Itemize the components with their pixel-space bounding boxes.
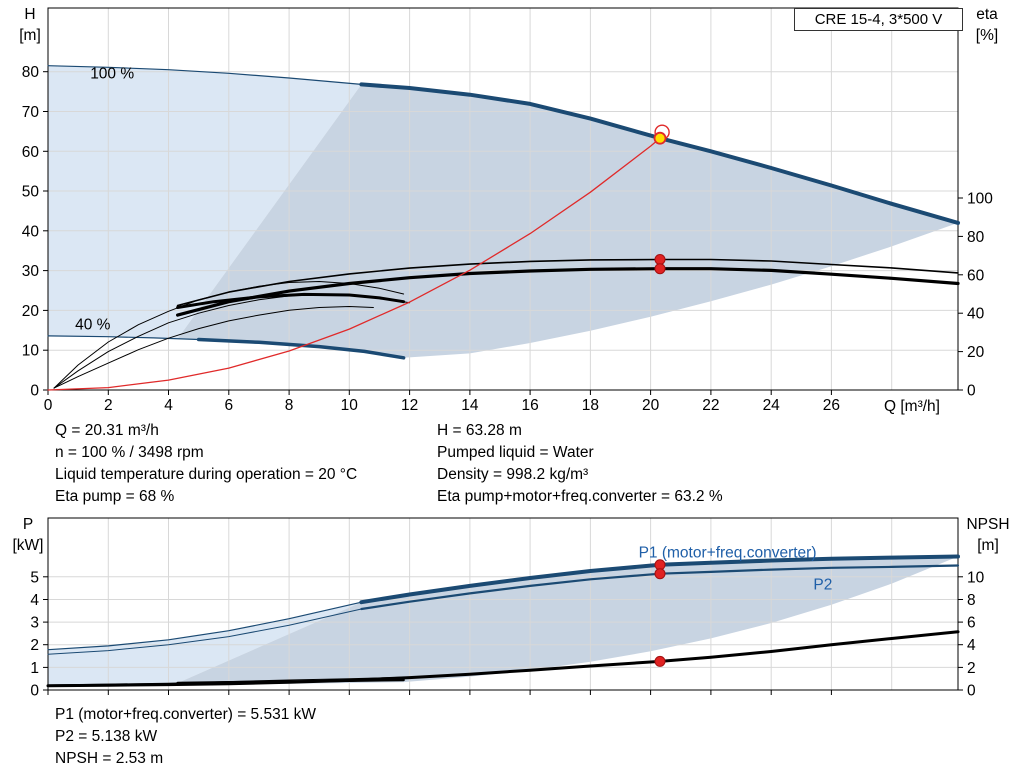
speed-100-label: 100 % [90,65,134,82]
svg-text:10: 10 [967,569,985,586]
svg-text:20: 20 [967,344,985,361]
svg-text:20: 20 [642,397,660,414]
svg-text:0: 0 [30,383,39,400]
svg-text:0: 0 [967,383,976,400]
svg-text:0: 0 [44,397,53,414]
info-head: H = 63.28 m [437,422,522,439]
svg-text:100: 100 [967,191,993,208]
eta-axis-title: eta [%] [964,4,1010,46]
series-p2-thin [47,608,362,655]
eta-axis-unit: [%] [975,27,999,44]
svg-text:24: 24 [763,397,781,414]
p-axis-symbol: P [22,516,34,533]
svg-text:16: 16 [521,397,538,414]
power-envelope [177,556,959,685]
h-axis-title: H [m] [12,4,48,46]
power-left-light [48,602,362,685]
svg-text:12: 12 [401,397,418,414]
eta-axis-symbol: eta [976,6,998,23]
npsh-dot [654,655,666,667]
h-axis-symbol: H [24,6,36,23]
svg-text:22: 22 [702,397,719,414]
duty-point [653,131,667,145]
info-npsh: NPSH = 2.53 m [55,750,164,767]
pump-model-label: CRE 15-4, 3*500 V [814,11,943,28]
duty-info-left: Q = 20.31 m³/h n = 100 % / 3498 rpm Liqu… [55,420,357,508]
svg-text:20: 20 [22,303,40,320]
p2-curve-label: P2 [813,576,832,593]
svg-text:5: 5 [30,569,39,586]
svg-text:70: 70 [22,104,40,121]
svg-text:2: 2 [104,397,113,414]
series-h-100pct-thin [47,65,362,85]
svg-text:40: 40 [967,306,985,323]
npsh-axis-symbol: NPSH [966,516,1010,533]
svg-text:0: 0 [967,683,976,700]
svg-text:18: 18 [582,397,599,414]
npsh-axis-unit: [m] [977,537,999,554]
svg-text:10: 10 [341,397,359,414]
svg-text:4: 4 [967,637,976,654]
info-speed: n = 100 % / 3498 rpm [55,444,204,461]
series-eta-pump-motor-freq [176,267,960,317]
svg-text:2: 2 [30,637,39,654]
svg-text:50: 50 [22,184,40,201]
series-h-40pct-thick [196,337,406,360]
info-eta-pump: Eta pump = 68 % [55,488,175,505]
operating-envelope [177,84,959,358]
svg-text:40: 40 [22,223,40,240]
info-p1: P1 (motor+freq.converter) = 5.531 kW [55,706,317,723]
svg-text:60: 60 [22,144,40,161]
info-liquid: Pumped liquid = Water [437,444,594,461]
svg-text:6: 6 [224,397,233,414]
p1-curve-label: P1 (motor+freq.converter) [639,545,817,562]
series-h-40pct-thin [47,335,200,341]
power-info: P1 (motor+freq.converter) = 5.531 kW P2 … [55,704,316,770]
power-npsh-chart: 0 1 2 3 4 5 0 2 4 6 8 10 P1 (motor+freq.converter) P2 [30,517,985,700]
eta-total-dot [654,263,666,275]
qh-chart: 0 2 4 6 8 10 12 14 16 18 20 22 24 2601020304050607080… [22,7,993,414]
svg-text:2: 2 [967,660,976,677]
p-axis-title: P [kW] [6,514,50,556]
svg-text:60: 60 [967,267,985,284]
h-axis-unit: [m] [19,27,41,44]
eta-pump-dot [654,254,666,265]
svg-text:10: 10 [22,343,40,360]
info-temperature: Liquid temperature during operation = 20… [55,466,358,483]
svg-text:80: 80 [967,229,985,246]
info-flow: Q = 20.31 m³/h [55,422,159,439]
svg-text:3: 3 [30,615,39,632]
p-axis-unit: [kW] [12,537,44,554]
p2-dot [654,568,666,580]
svg-text:0: 0 [30,683,39,700]
series-npsh-curve [46,630,960,688]
svg-text:8: 8 [967,592,976,609]
series-p1-thin [47,601,362,651]
q-axis-title: Q [m³/h] [884,398,940,415]
series-eta-arc-3 [53,306,374,389]
svg-text:6: 6 [967,615,976,632]
npsh-axis-title: NPSH [m] [958,514,1018,556]
duty-info-right: H = 63.28 m Pumped liquid = Water Densit… [437,420,723,508]
info-eta-total: Eta pump+motor+freq.converter = 63.2 % [437,488,723,505]
svg-text:1: 1 [30,660,39,677]
info-density: Density = 998.2 kg/m³ [437,466,589,483]
svg-text:26: 26 [823,397,840,414]
svg-text:4: 4 [164,397,173,414]
series-eta-pump [176,258,959,307]
svg-text:80: 80 [22,64,40,81]
series-eta-min-speed-thick [176,292,406,309]
speed-40-label: 40 % [75,317,111,334]
svg-text:4: 4 [30,592,39,609]
svg-text:14: 14 [461,397,479,414]
pump-model-badge: CRE 15-4, 3*500 V [794,8,963,31]
svg-text:8: 8 [285,397,294,414]
series-system-curve [47,137,661,391]
info-p2: P2 = 5.138 kW [55,728,158,745]
svg-text:30: 30 [22,263,40,280]
